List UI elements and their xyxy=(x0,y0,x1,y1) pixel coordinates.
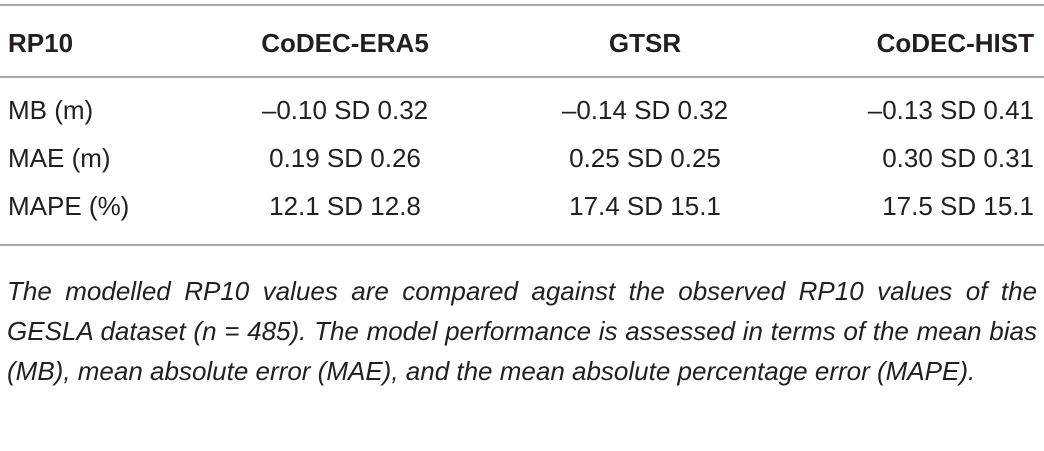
top-rule xyxy=(0,4,1044,6)
table-cell: 17.4 SD 15.1 xyxy=(569,191,721,221)
table-cell: 0.19 SD 0.26 xyxy=(269,143,421,173)
table-cell: –0.10 SD 0.32 xyxy=(261,95,429,125)
column-header: RP10 xyxy=(8,28,74,58)
table-cell: –0.13 SD 0.41 xyxy=(867,95,1034,125)
row-label: MAPE (%) xyxy=(8,191,130,221)
table-cell: 0.30 SD 0.31 xyxy=(882,143,1034,173)
row-label: MB (m) xyxy=(8,95,94,125)
row-label: MAE (m) xyxy=(8,143,111,173)
column-header: CoDEC-ERA5 xyxy=(261,28,429,58)
caption: The modelled RP10 values are compared ag… xyxy=(7,276,1037,386)
header-rule xyxy=(0,76,1044,78)
table-cell: 12.1 SD 12.8 xyxy=(269,191,421,221)
table-cell: –0.14 SD 0.32 xyxy=(561,95,729,125)
column-header: GTSR xyxy=(608,28,682,58)
table-cell: 0.25 SD 0.25 xyxy=(569,143,721,173)
table-cell: 17.5 SD 15.1 xyxy=(882,191,1034,221)
column-header: CoDEC-HIST xyxy=(876,28,1034,58)
bottom-rule xyxy=(0,244,1044,246)
